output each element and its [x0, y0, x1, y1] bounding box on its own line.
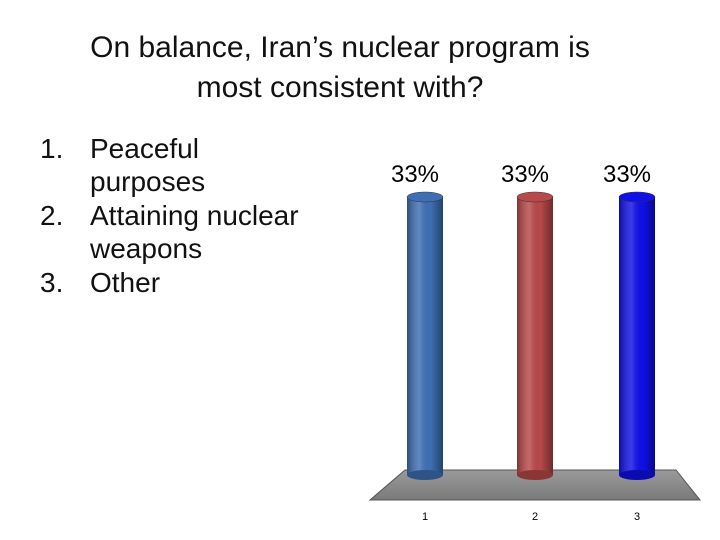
option-number: 1. — [40, 133, 64, 164]
x-tick-label: 1 — [422, 511, 428, 523]
answer-options-list: 1. Peaceful purposes 2. Attaining nuclea… — [40, 132, 340, 300]
bar-base-shade — [517, 470, 553, 480]
bar-base — [517, 470, 553, 480]
answer-option-2: 2. Attaining nuclear weapons — [40, 199, 340, 265]
bar-base-shade — [407, 470, 443, 480]
answer-option-1: 1. Peaceful purposes — [40, 132, 340, 198]
option-number: 2. — [40, 200, 64, 231]
chart-floor — [368, 469, 702, 501]
data-label: 33% — [501, 161, 549, 188]
bar-top — [406, 191, 444, 203]
data-label: 33% — [391, 161, 439, 188]
option-text-line-1: Attaining nuclear — [90, 200, 299, 231]
response-bar-chart: 33% 1 33% 2 33% 3 — [368, 161, 702, 523]
option-text-line-1: Peaceful — [90, 133, 199, 164]
bar-base-shade — [619, 470, 655, 480]
bar-shading — [619, 197, 655, 475]
answer-option-3: 3. Other — [40, 266, 340, 299]
bar-base — [619, 470, 655, 480]
data-label: 33% — [603, 161, 651, 188]
option-text-line-1: Other — [90, 267, 161, 298]
bar-shading — [407, 197, 443, 475]
option-text-line-2: purposes — [90, 166, 206, 197]
bar-3 — [618, 191, 656, 480]
bar-top — [516, 191, 554, 203]
bar-1 — [406, 191, 444, 480]
title-line-1: On balance, Iran’s nuclear program is — [90, 31, 590, 64]
bar-base — [407, 470, 443, 480]
x-tick-label: 2 — [532, 511, 538, 523]
option-number: 3. — [40, 267, 64, 298]
bar-2 — [516, 191, 554, 480]
option-text-line-2: weapons — [90, 233, 203, 264]
bar-shading — [517, 197, 553, 475]
x-tick-label: 3 — [634, 511, 640, 523]
slide-title: On balance, Iran’s nuclear program is mo… — [40, 28, 640, 108]
bar-top — [618, 191, 656, 203]
title-line-2: most consistent with? — [196, 71, 484, 104]
